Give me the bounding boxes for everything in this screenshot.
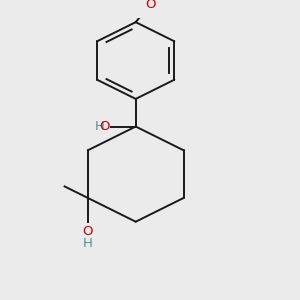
Text: H: H xyxy=(83,237,93,250)
Text: O: O xyxy=(99,120,110,133)
Text: O: O xyxy=(145,0,156,11)
Text: O: O xyxy=(82,225,93,238)
Text: H: H xyxy=(95,120,105,133)
